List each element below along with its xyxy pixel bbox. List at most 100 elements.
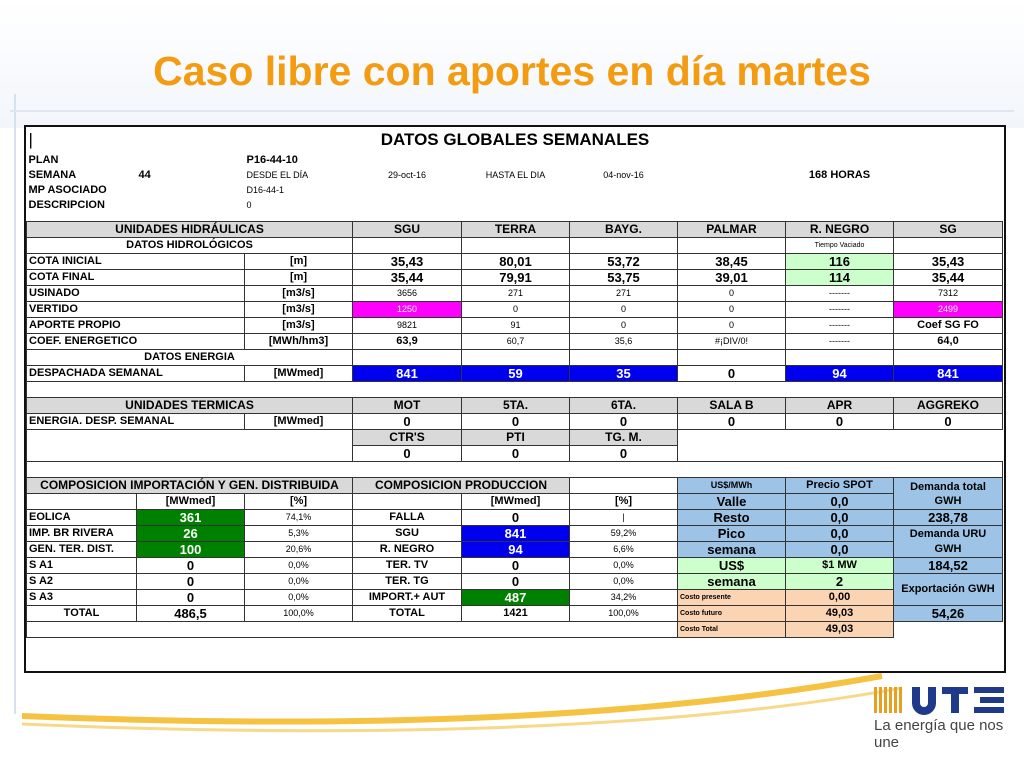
col-header: R. NEGRO [785,221,894,238]
cell: 0 [569,445,678,462]
costo-total-value: 49,03 [785,621,894,638]
cell: IMPORT.+ AUT [352,589,462,606]
prod-title: COMPOSICION PRODUCCION [352,477,570,494]
cell: S A3 [26,589,137,606]
slogan: La energía que nos une [874,717,1004,751]
table-row: DESPACHADA SEMANAL [MWmed] 841 59 35 0 9… [26,365,1003,382]
cell: 0,0 [785,525,894,542]
spreadsheet: | DATOS GLOBALES SEMANALES PLAN P16-44-1… [24,125,1006,673]
costo-total-label: Costo Total [677,621,786,638]
semana-value: 44 [138,169,151,181]
cell: 1250 [352,301,462,318]
cell: 94 [461,541,570,558]
col-header: SALA B [677,397,786,414]
cell: 38,45 [677,253,786,270]
cell: 0 [461,573,570,590]
cell: 0 [677,365,786,382]
sheet-title: DATOS GLOBALES SEMANALES [380,130,650,149]
cell: TER. TG [352,573,462,590]
row-label: DESPACHADA SEMANAL [26,365,245,382]
cell: $1 MW [785,557,894,574]
cell: 2499 [893,301,1003,318]
cell: 9821 [352,317,462,334]
col-header: AGGREKO [893,397,1003,414]
cell: 0,0% [244,557,353,574]
cell: GEN. TER. DIST. [26,541,137,558]
desde-label: DESDE EL DÍA [246,170,309,180]
horas-value: 168 HORAS [808,169,871,181]
ute-logo [874,687,1004,715]
cell: 0 [136,589,245,606]
row-label: VERTIDO [26,301,245,318]
mp-label: MP ASOCIADO [28,184,107,196]
valle-value: 0,0 [785,493,894,510]
table-row: IMP. BR RIVERA 26 5,3% SGU 841 59,2% Pic… [26,525,1003,558]
table-row: S A2 0 0,0% TER. TG 0 0,0% semana 2 Expo… [26,573,1003,606]
cell: 54,26 [893,605,1003,622]
col-header: PTI [461,429,570,446]
col-header: 5TA. [461,397,570,414]
cell: R. NEGRO [352,541,462,558]
cell: 100,0% [244,605,353,622]
table-row: ENERGIA. DESP. SEMANAL [MWmed] 0 0 0 0 0… [26,413,1003,430]
desc-label: DESCRIPCION [28,199,105,211]
cell: 80,01 [461,253,570,270]
col-header: CTR'S [352,429,462,446]
cell: 94 [785,365,894,382]
cell: 841 [461,525,570,542]
cell: TER. TV [352,557,462,574]
cell: 114 [785,269,894,286]
cell: 0 [569,301,678,318]
cell: 0,0 [785,541,894,558]
cell: 0 [352,445,462,462]
cell: 486,5 [136,605,245,622]
cell: 0 [569,413,678,430]
table-row: GEN. TER. DIST. 100 20,6% R. NEGRO 94 6,… [26,541,1003,558]
table-row: COTA FINAL [m] 35,44 79,91 53,75 39,01 1… [26,269,1003,286]
cell: 34,2% [569,589,678,606]
col-header: BAYG. [569,221,678,238]
cell: 59 [461,365,570,382]
col-header: APR [785,397,894,414]
datos-hidro-label: DATOS HIDROLÓGICOS [26,237,353,254]
cell: 184,52 [893,557,1003,574]
cell: 35,43 [893,253,1003,270]
cell: 361 [136,509,245,526]
row-unit: [m] [244,253,353,270]
unit-label: [MWmed] [136,493,245,510]
row-label: USINADO [26,285,245,302]
cell: 0 [136,557,245,574]
cell: 35,44 [893,269,1003,286]
cell: 841 [352,365,462,382]
plan-value: P16-44-10 [246,154,298,166]
cell: Resto [677,509,786,526]
desc-value: 0 [246,200,252,210]
cell: 20,6% [244,541,353,558]
row-label: COTA INICIAL [26,253,245,270]
cell: 0,0% [244,589,353,606]
hasta-value: 04-nov-16 [603,170,644,180]
decorative-swoosh [22,673,903,733]
page-title: Caso libre con aportes en día martes [153,48,871,94]
valle-label: Valle [677,493,786,510]
mp-value: D16-44-1 [246,185,285,195]
cell: 5,3% [244,525,353,542]
cell: 0,0 [785,509,894,526]
cell: 39,01 [677,269,786,286]
cell: 238,78 [893,509,1003,526]
cell: 60,7 [461,333,570,350]
data-table: | DATOS GLOBALES SEMANALES PLAN P16-44-1… [26,127,1003,638]
hasta-label: HASTA EL DIA [485,170,546,180]
cell: 0,00 [785,589,894,606]
cell: 7312 [893,285,1003,302]
cell: 0 [461,413,570,430]
table-row: APORTE PROPIO [m3/s] 9821 91 0 0 -------… [26,317,1003,334]
cell: 0 [677,413,786,430]
cell: 2 [785,573,894,590]
cell: 0 [677,301,786,318]
cell: Coef SG FO [893,317,1003,334]
row-label: ENERGIA. DESP. SEMANAL [26,413,245,430]
cell: Costo futuro [677,605,786,622]
cell: 0 [461,301,570,318]
cell: SGU [352,525,462,542]
